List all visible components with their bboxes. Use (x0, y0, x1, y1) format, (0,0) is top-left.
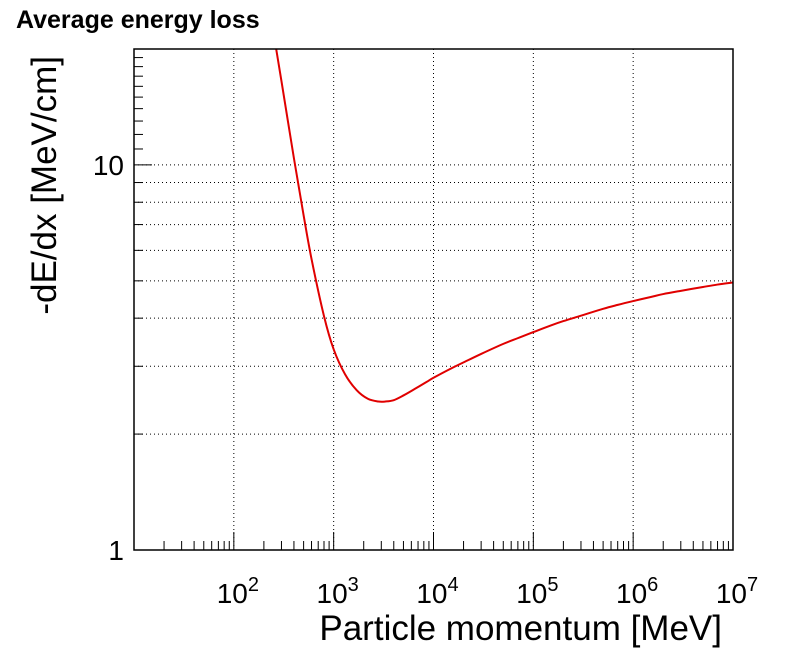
chart-title: Average energy loss (16, 6, 260, 34)
x-axis-label: Particle momentum [MeV] (319, 609, 722, 648)
x-tick-label: 104 (416, 574, 458, 609)
y-tick-label: 10 (93, 150, 124, 181)
x-tick-label: 105 (516, 574, 558, 609)
axis-ticks (133, 48, 729, 551)
x-tick-label: 107 (716, 574, 758, 609)
plot-frame (133, 48, 734, 551)
y-axis-label: -dE/dx [MeV/cm] (25, 56, 64, 315)
y-tick-label: 1 (108, 535, 124, 566)
x-tick-label: 102 (217, 574, 259, 609)
energy-loss-curve (275, 49, 733, 403)
x-tick-label: 106 (616, 574, 658, 609)
x-tick-label: 103 (317, 574, 359, 609)
